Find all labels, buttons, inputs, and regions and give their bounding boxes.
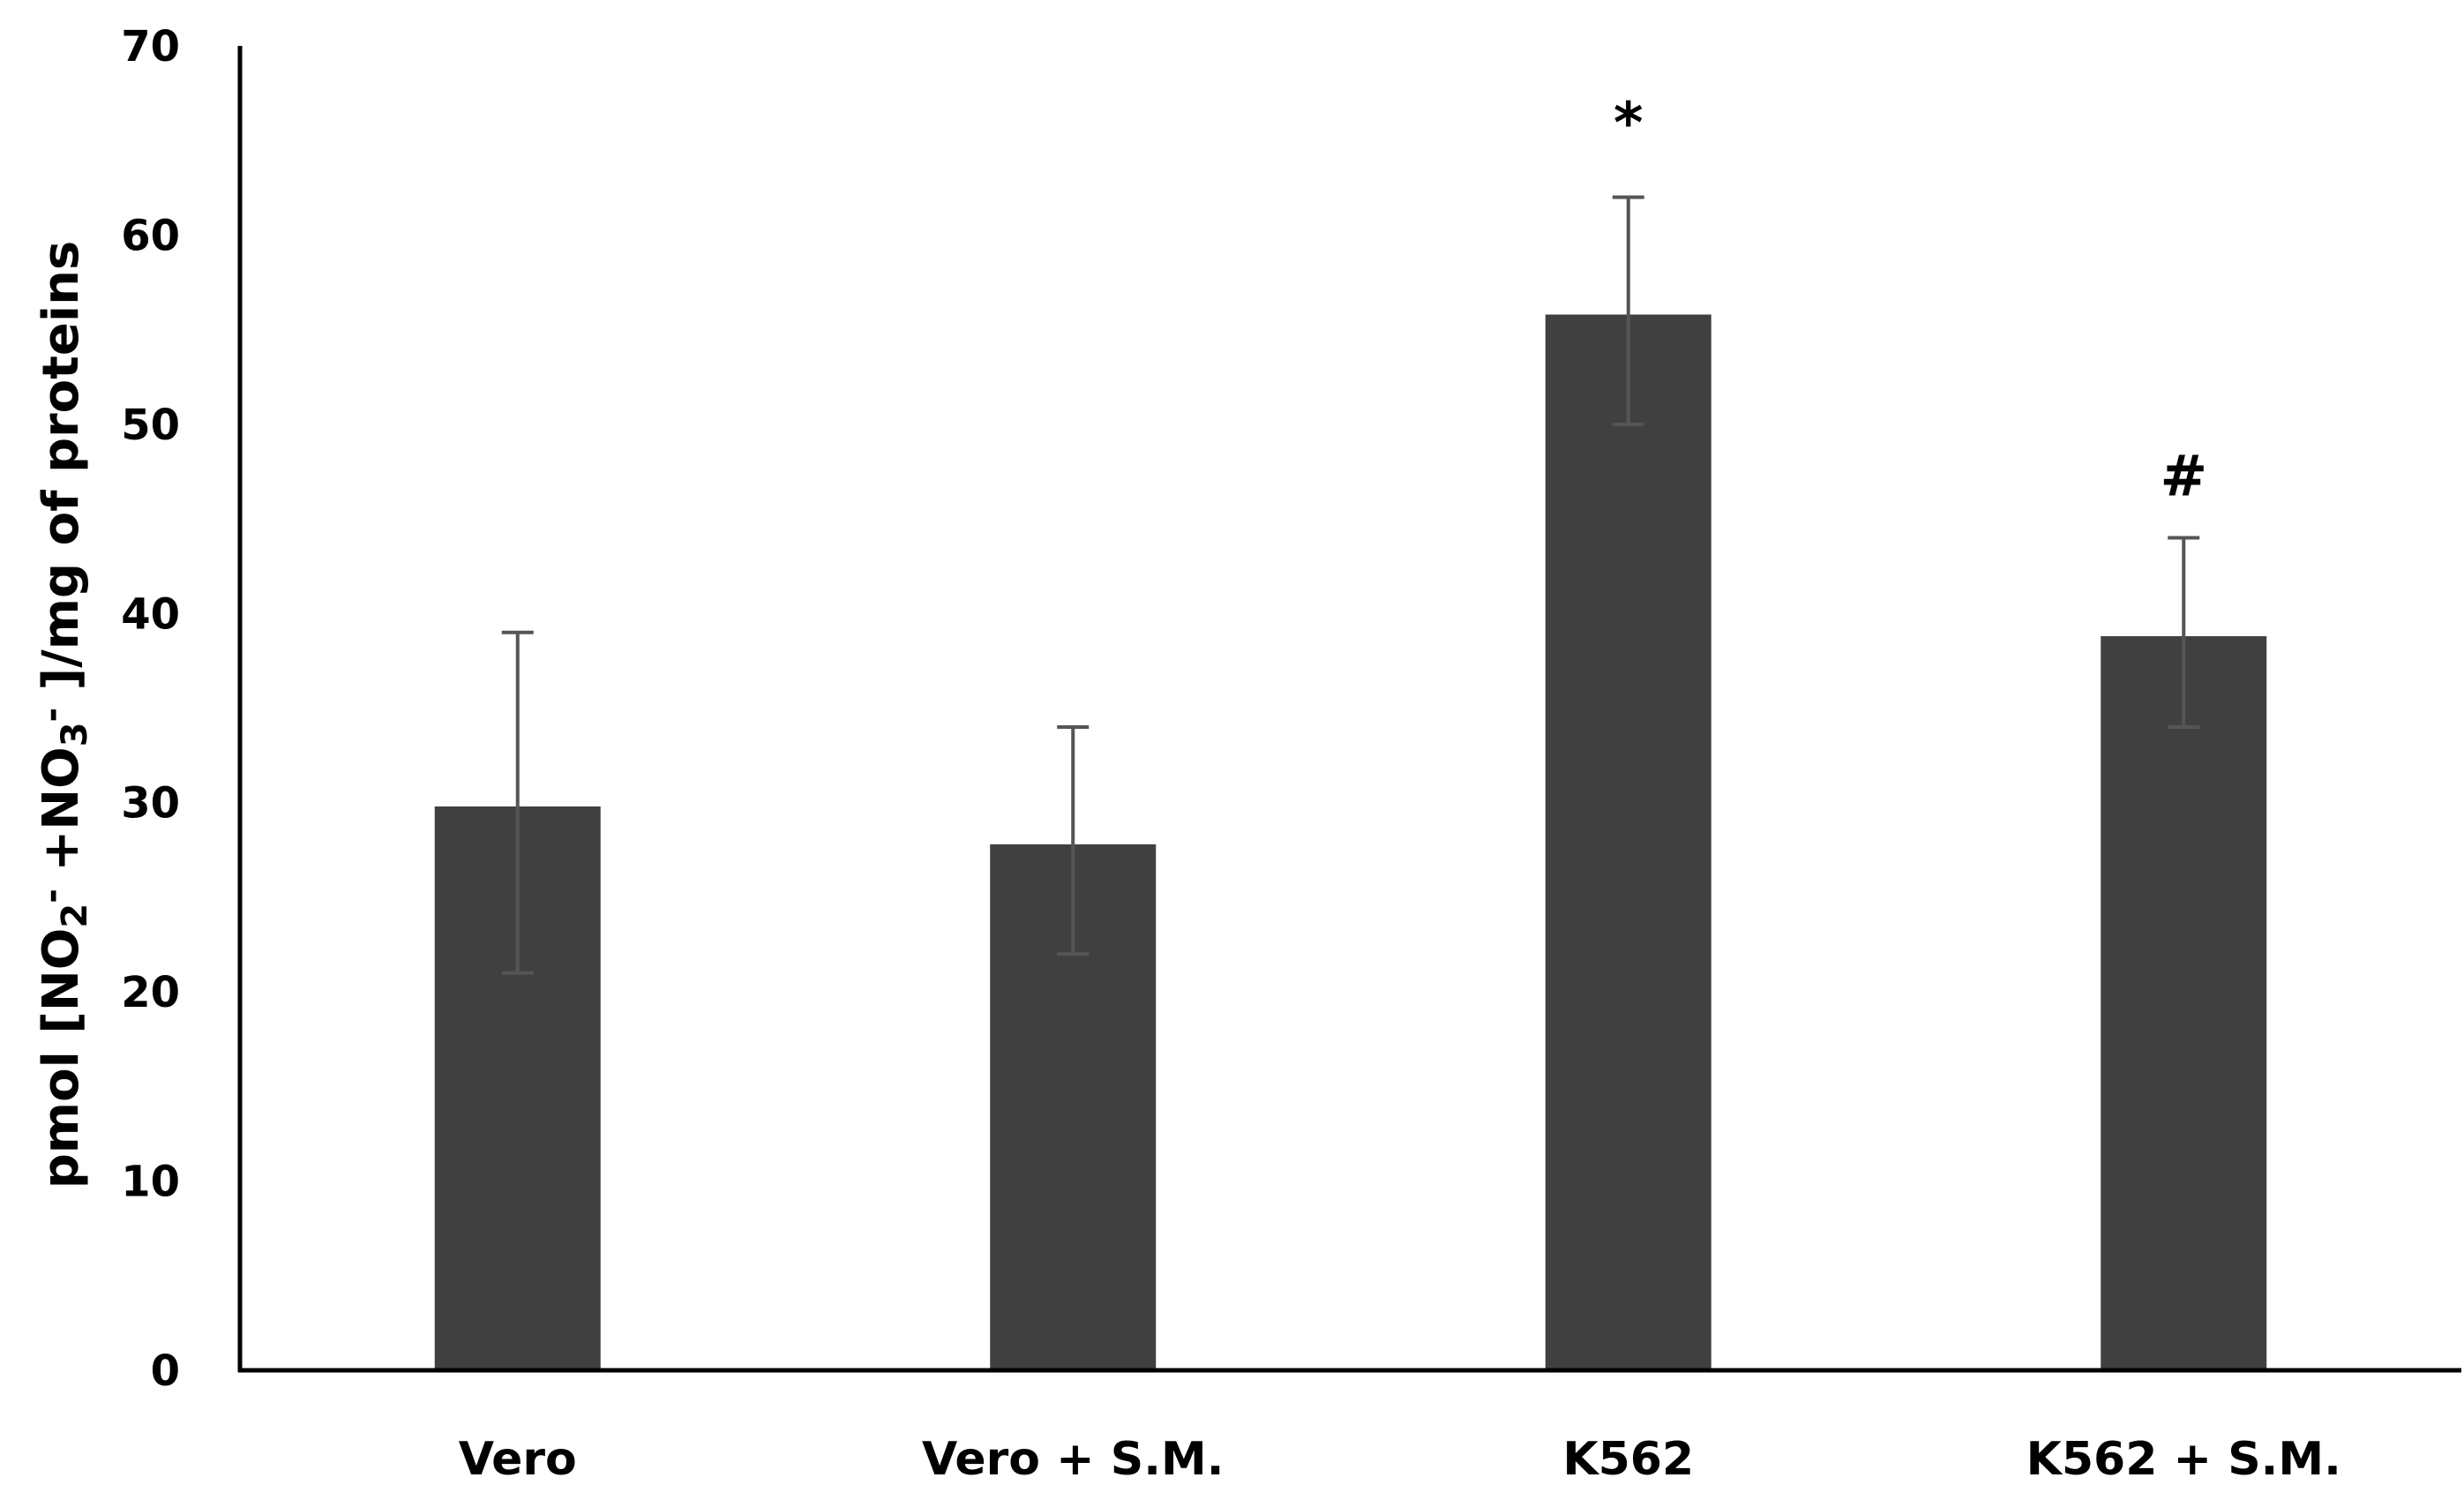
y-axis-label-part: ]/mg of proteins — [33, 241, 90, 708]
y-axis-label-part: 3 — [55, 722, 95, 746]
y-axis-label-part: pmol [NO — [33, 928, 90, 1189]
significance-marker: # — [2160, 445, 2207, 510]
y-tick-label: 50 — [121, 401, 180, 450]
y-tick-label: 20 — [121, 968, 180, 1017]
y-tick-label: 60 — [121, 211, 180, 260]
x-tick-label: K562 + S.M. — [2026, 1433, 2341, 1486]
x-tick-label: Vero — [459, 1433, 577, 1486]
y-axis-label-part: 2 — [55, 904, 95, 928]
y-axis-label-part: - — [32, 708, 72, 723]
bar — [2101, 636, 2267, 1370]
y-axis-label-part: +NO — [33, 746, 90, 889]
svg-text:pmol [NO2- +NO3- ]/mg of prote: pmol [NO2- +NO3- ]/mg of proteins — [32, 241, 95, 1189]
bar — [1545, 314, 1711, 1371]
y-tick-label: 70 — [121, 22, 180, 71]
x-tick-label: Vero + S.M. — [922, 1433, 1225, 1486]
y-axis-label: pmol [NO2- +NO3- ]/mg of proteins — [32, 241, 95, 1189]
y-tick-label: 30 — [121, 779, 180, 829]
x-tick-label: K562 — [1562, 1433, 1694, 1486]
y-tick-label: 0 — [151, 1346, 180, 1396]
significance-marker: * — [1614, 92, 1643, 157]
y-axis-label-part: - — [32, 889, 72, 904]
y-tick-label: 40 — [121, 589, 180, 639]
y-tick-label: 10 — [121, 1158, 180, 1207]
